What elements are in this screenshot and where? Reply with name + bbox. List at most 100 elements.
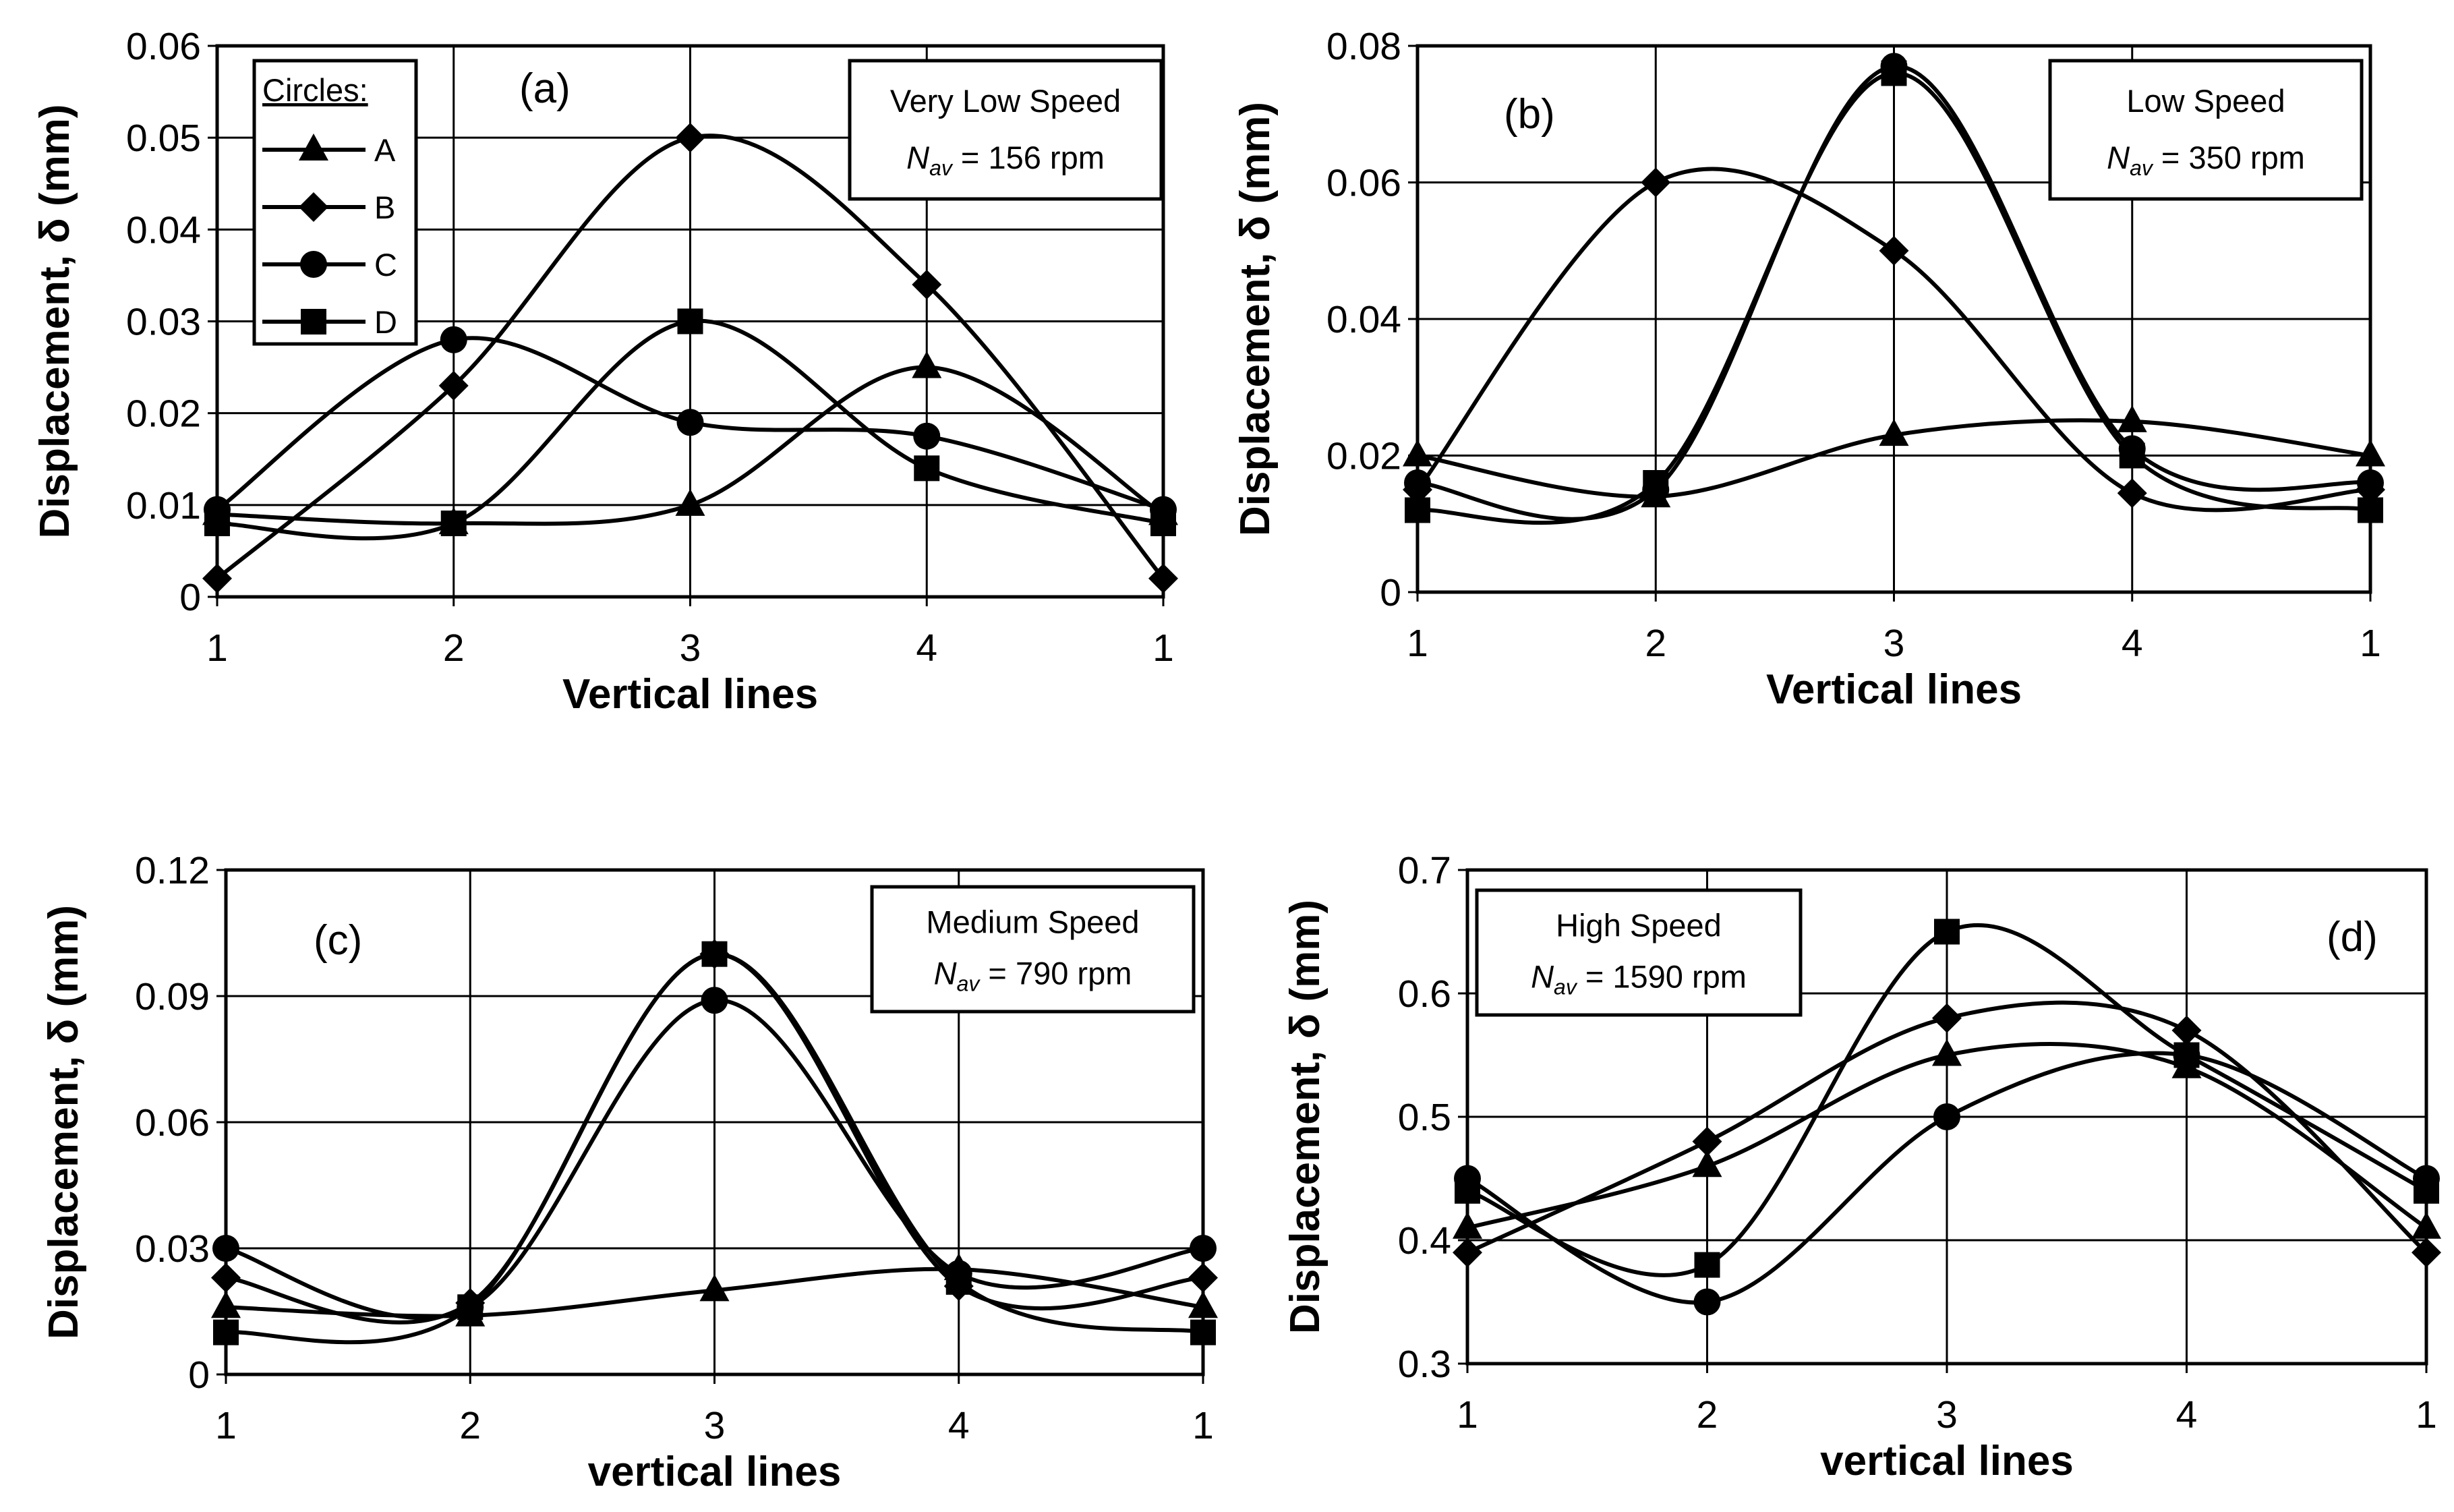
y-tick-label: 0.6 (1398, 972, 1451, 1016)
x-axis-label: Vertical lines (562, 671, 818, 718)
y-tick-label: 0.06 (135, 1101, 210, 1144)
plot-frame (1465, 868, 2428, 1366)
y-tick-label: 0.7 (1398, 849, 1451, 892)
x-tick-label: 1 (206, 627, 228, 670)
data-point-C (701, 987, 728, 1014)
y-tick-label: 0.08 (1326, 25, 1401, 68)
plot-frame (1415, 44, 2372, 594)
data-point-D (1405, 497, 1430, 523)
legend-entry-C: C (374, 247, 397, 283)
info-box (848, 59, 1163, 201)
data-point-D (945, 1269, 972, 1295)
rpm-symbol: N (1531, 958, 1554, 994)
series-D (213, 941, 1216, 1345)
series-D (1405, 60, 2383, 525)
data-point-A (1692, 1150, 1722, 1177)
data-point-A (2412, 1211, 2441, 1239)
x-axis-label: Vertical lines (1766, 666, 2022, 713)
data-point-B (1641, 167, 1671, 198)
x-tick-label: 2 (459, 1404, 481, 1447)
data-point-C (913, 422, 941, 450)
panel-label: (d) (2327, 914, 2378, 960)
x-tick-label: 1 (1152, 627, 1174, 670)
data-point-B (1932, 1003, 1962, 1033)
data-point-C (2357, 469, 2384, 496)
y-tick-label: 0.03 (135, 1227, 210, 1271)
panel-label: (b) (1504, 91, 1555, 138)
data-point-B (2171, 1015, 2202, 1045)
data-point-D (2173, 1042, 2200, 1068)
data-point-D (1881, 60, 1907, 86)
legend-entry-B: B (374, 190, 395, 225)
y-tick-label: 0 (1380, 571, 1401, 614)
data-point-A (1403, 439, 1432, 467)
series-B (202, 123, 1178, 593)
data-point-A (2117, 405, 2147, 432)
rpm-value: = 350 rpm (2153, 140, 2305, 175)
x-tick-label: 3 (704, 1404, 726, 1447)
speed-label: Medium Speed (926, 904, 1139, 939)
data-point-D (677, 308, 703, 335)
plot-frame (224, 868, 1205, 1376)
rpm-value: = 156 rpm (952, 140, 1105, 175)
y-axis-label: Displacement, δ (mm) (32, 105, 78, 539)
x-tick-label: 1 (2360, 622, 2381, 665)
legend-marker-C (300, 251, 327, 278)
data-point-D (2358, 497, 2383, 523)
data-point-D (1150, 511, 1176, 537)
data-point-B (1453, 1238, 1482, 1268)
series-B (1453, 1000, 2441, 1268)
panel-label: (c) (314, 917, 362, 964)
legend-marker-B (299, 192, 328, 222)
rpm-subscript: av (929, 156, 954, 180)
rpm-label: Nav = 790 rpm (934, 955, 1132, 995)
data-point-C (440, 326, 467, 353)
data-point-B (2117, 478, 2147, 508)
y-tick-label: 0.06 (1326, 162, 1401, 205)
data-point-D (213, 1319, 239, 1345)
rpm-value: = 790 rpm (979, 955, 1132, 991)
data-point-A (1453, 1211, 1482, 1239)
x-tick-label: 2 (443, 627, 465, 670)
x-tick-label: 1 (1457, 1393, 1478, 1436)
y-tick-label: 0.04 (1326, 298, 1401, 341)
y-tick-label: 0.03 (126, 301, 201, 344)
x-tick-label: 4 (2176, 1393, 2198, 1436)
legend-box (252, 59, 418, 346)
rpm-subscript: av (2130, 156, 2154, 180)
data-point-D (2414, 1177, 2439, 1204)
x-tick-label: 4 (916, 627, 937, 670)
legend-marker-D (301, 309, 326, 335)
data-point-C (1190, 1235, 1217, 1262)
data-point-D (1694, 1252, 1720, 1278)
y-tick-label: 0.09 (135, 975, 210, 1018)
data-point-D (204, 511, 230, 537)
legend-entry-A: A (374, 132, 396, 168)
y-tick-label: 0.12 (135, 849, 210, 892)
legend-marker-A (299, 134, 328, 161)
x-tick-label: 3 (1883, 622, 1905, 665)
rpm-symbol: N (934, 955, 957, 991)
data-point-B (1879, 235, 1909, 266)
data-point-C (1693, 1288, 1721, 1316)
data-point-D (914, 455, 940, 482)
data-point-A (675, 488, 705, 516)
x-tick-label: 2 (1645, 622, 1666, 665)
data-point-B (438, 370, 469, 401)
x-tick-label: 1 (1407, 622, 1428, 665)
x-tick-label: 3 (1936, 1393, 1958, 1436)
series-D (1455, 919, 2439, 1278)
data-point-B (675, 123, 705, 153)
data-point-A (211, 1291, 241, 1318)
plot-frame (215, 44, 1165, 599)
rpm-symbol: N (2107, 140, 2130, 175)
data-point-D (457, 1294, 484, 1320)
speed-label: Low Speed (2126, 83, 2285, 119)
data-point-A (1932, 1039, 1962, 1066)
data-point-A (912, 351, 942, 378)
chart-panel-a: 0 0.01 0.02 0.03 0.04 0.05 0.06 1 2 3 4 1 Vertical l… (32, 25, 1178, 718)
data-point-C (676, 409, 704, 436)
rpm-label: Nav = 156 rpm (906, 140, 1105, 180)
